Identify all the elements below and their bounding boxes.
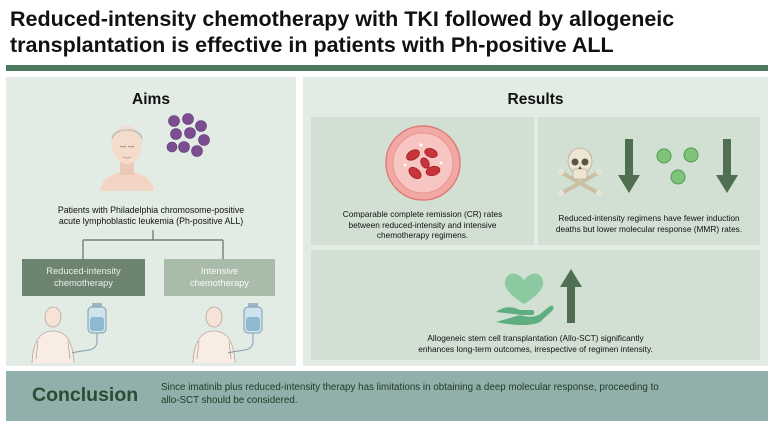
arrow-down-icon	[716, 139, 738, 193]
regimen-intensive: Intensive chemotherapy	[164, 259, 275, 296]
iv-bag-icon	[71, 303, 107, 354]
regimen-reduced-line-1: Reduced-intensity	[46, 266, 121, 276]
sct-line-1: Allogeneic stem cell transplantation (Al…	[427, 333, 644, 343]
cr-result-text: Comparable complete remission (CR) rates…	[311, 209, 534, 241]
regimen-intensive-line-1: Intensive	[200, 266, 239, 276]
sct-line-2: enhances long-term outcomes, irrespectiv…	[418, 343, 653, 354]
patient-body-icon	[192, 306, 236, 364]
regimen-intensive-line-2: chemotherapy	[190, 277, 249, 288]
mmr-line-1: Reduced-intensity regimens have fewer in…	[558, 213, 740, 223]
allo-sct-result-card: Allogeneic stem cell transplantation (Al…	[311, 250, 760, 360]
arrow-up-icon	[560, 269, 582, 323]
heart-in-hand-icon	[496, 273, 554, 325]
conclusion-text: Since imatinib plus reduced-intensity th…	[161, 381, 751, 407]
cr-line-1: Comparable complete remission (CR) rates	[342, 209, 503, 219]
page-title: Reduced-intensity chemotherapy with TKI …	[10, 6, 770, 58]
regimen-reduced-intensity: Reduced-intensity chemotherapy	[22, 259, 145, 296]
mmr-result-text: Reduced-intensity regimens have fewer in…	[538, 213, 760, 234]
title-divider	[6, 65, 768, 71]
aims-panel: Aims Patients with Philadelphia chromoso…	[6, 77, 296, 366]
conclusion-line-2: allo-SCT should be considered.	[161, 395, 298, 406]
allo-sct-result-text: Allogeneic stem cell transplantation (Al…	[311, 333, 760, 354]
patients-line-1: Patients with Philadelphia chromosome-po…	[57, 205, 245, 215]
title-line-2: transplantation is effective in patients…	[10, 33, 614, 57]
cr-line-2: between reduced-intensity and intensive	[348, 219, 497, 230]
regimen-reduced-line-2: chemotherapy	[54, 277, 113, 288]
arrow-down-icon	[618, 139, 640, 193]
blood-cells-vessel-icon	[385, 125, 461, 201]
regimen-connector	[82, 230, 224, 259]
patient-body-icon	[31, 306, 75, 364]
purple-cells-icon	[166, 113, 210, 157]
results-heading: Results	[507, 91, 564, 108]
conclusion-line-1: Since imatinib plus reduced-intensity th…	[161, 382, 659, 393]
patients-line-2: acute lymphoblastic leukemia (Ph-positiv…	[58, 216, 244, 226]
mmr-line-2: deaths but lower molecular response (MMR…	[555, 223, 743, 234]
skull-crossbones-icon	[558, 147, 602, 196]
results-panel: Results Comparable complete remission (C…	[303, 77, 768, 366]
conclusion-heading: Conclusion	[32, 384, 139, 406]
green-molecules-icon	[656, 147, 699, 185]
cr-line-3: chemotherapy regimens.	[376, 230, 469, 240]
patient-head-icon	[100, 126, 154, 191]
conclusion-bar: Conclusion Since imatinib plus reduced-i…	[6, 371, 768, 421]
mmr-result-card: Reduced-intensity regimens have fewer in…	[538, 117, 760, 245]
iv-bag-icon	[227, 303, 263, 354]
title-line-1: Reduced-intensity chemotherapy with TKI …	[10, 7, 675, 31]
cr-result-card: Comparable complete remission (CR) rates…	[311, 117, 534, 245]
aims-heading: Aims	[132, 91, 170, 108]
patients-description: Patients with Philadelphia chromosome-po…	[6, 205, 296, 227]
